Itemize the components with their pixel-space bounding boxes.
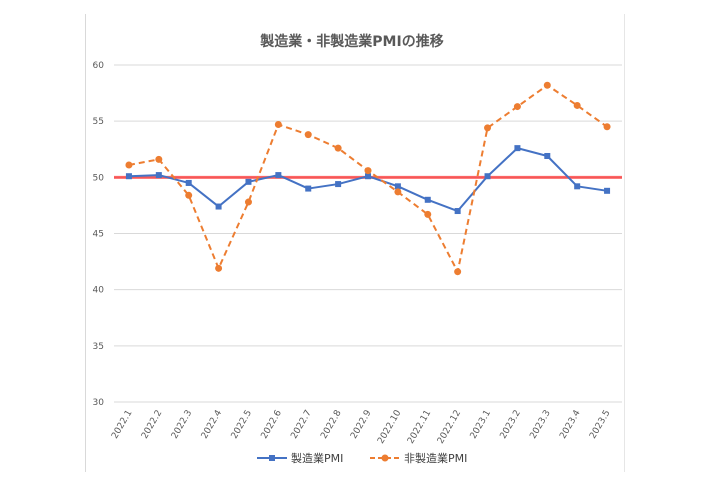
data-point [424, 196, 431, 203]
series-manufacturing-pmi [125, 145, 611, 215]
data-point [364, 167, 372, 175]
data-point [155, 155, 163, 163]
data-point [484, 173, 491, 180]
y-axis: 30 35 40 45 50 55 60 [93, 61, 105, 408]
chart-title: 製造業・非製造業PMIの推移 [259, 33, 443, 50]
series-non-manufacturing-pmi [125, 81, 611, 276]
x-tick-label: 2023.4 [558, 408, 583, 441]
data-point [155, 172, 162, 179]
data-point [394, 183, 401, 190]
y-tick-label: 55 [93, 117, 104, 127]
data-point [365, 173, 371, 180]
data-point [305, 185, 312, 192]
data-point [244, 198, 252, 206]
data-point [484, 124, 492, 132]
x-tick-label: 2023.1 [469, 409, 493, 441]
y-tick-label: 40 [93, 286, 105, 296]
data-point [454, 268, 462, 276]
data-point [604, 187, 611, 194]
data-point [304, 131, 312, 139]
legend-marker [269, 455, 275, 461]
x-tick-label: 2022.4 [200, 408, 225, 441]
y-tick-label: 50 [93, 173, 105, 183]
x-tick-label: 2023.2 [499, 409, 523, 441]
series-line [128, 147, 608, 213]
data-point [245, 178, 252, 185]
x-tick-label: 2022.10 [376, 408, 403, 445]
x-tick-label: 2022.2 [140, 409, 164, 441]
data-point [274, 121, 282, 129]
data-point [394, 188, 402, 196]
x-tick-label: 2022.5 [230, 409, 254, 441]
gridlines [114, 64, 622, 403]
data-point [454, 208, 461, 215]
legend-label: 非製造業PMI [404, 451, 467, 465]
data-point [125, 161, 133, 169]
data-point [513, 103, 521, 111]
legend-label: 製造業PMI [291, 451, 343, 465]
data-point [543, 81, 551, 89]
x-tick-label: 2022.6 [260, 408, 285, 441]
data-point [125, 173, 132, 180]
data-point [573, 101, 581, 109]
data-point [275, 172, 282, 179]
y-tick-label: 45 [93, 230, 104, 240]
data-point [424, 210, 432, 218]
y-tick-label: 60 [93, 61, 105, 71]
data-point [215, 203, 222, 210]
data-point [574, 183, 581, 190]
x-tick-label: 2023.3 [528, 409, 552, 441]
x-tick-label: 2022.8 [319, 408, 344, 441]
x-tick-label: 2022.1 [110, 409, 134, 441]
y-tick-label: 35 [93, 342, 104, 352]
data-point [514, 145, 521, 152]
legend: 製造業PMI 非製造業PMI [257, 451, 467, 465]
x-tick-label: 2022.3 [170, 409, 194, 441]
x-tick-label: 2023.5 [588, 409, 612, 441]
legend-marker [381, 454, 389, 462]
data-point [544, 152, 551, 159]
data-point [215, 264, 223, 272]
data-point [335, 181, 342, 188]
x-tick-label: 2022.9 [349, 408, 374, 441]
y-tick-label: 30 [93, 398, 105, 408]
data-point [603, 123, 611, 131]
series-group [125, 81, 611, 276]
x-tick-label: 2022.12 [436, 409, 463, 446]
data-point [334, 144, 342, 152]
chart-area-border [85, 14, 625, 472]
x-tick-label: 2022.7 [289, 409, 313, 441]
x-tick-label: 2022.11 [406, 409, 433, 446]
x-axis: 2022.1 2022.2 2022.3 2022.4 2022.5 2022.6 2022… [110, 408, 613, 445]
data-point [185, 179, 192, 186]
data-point [185, 191, 193, 199]
